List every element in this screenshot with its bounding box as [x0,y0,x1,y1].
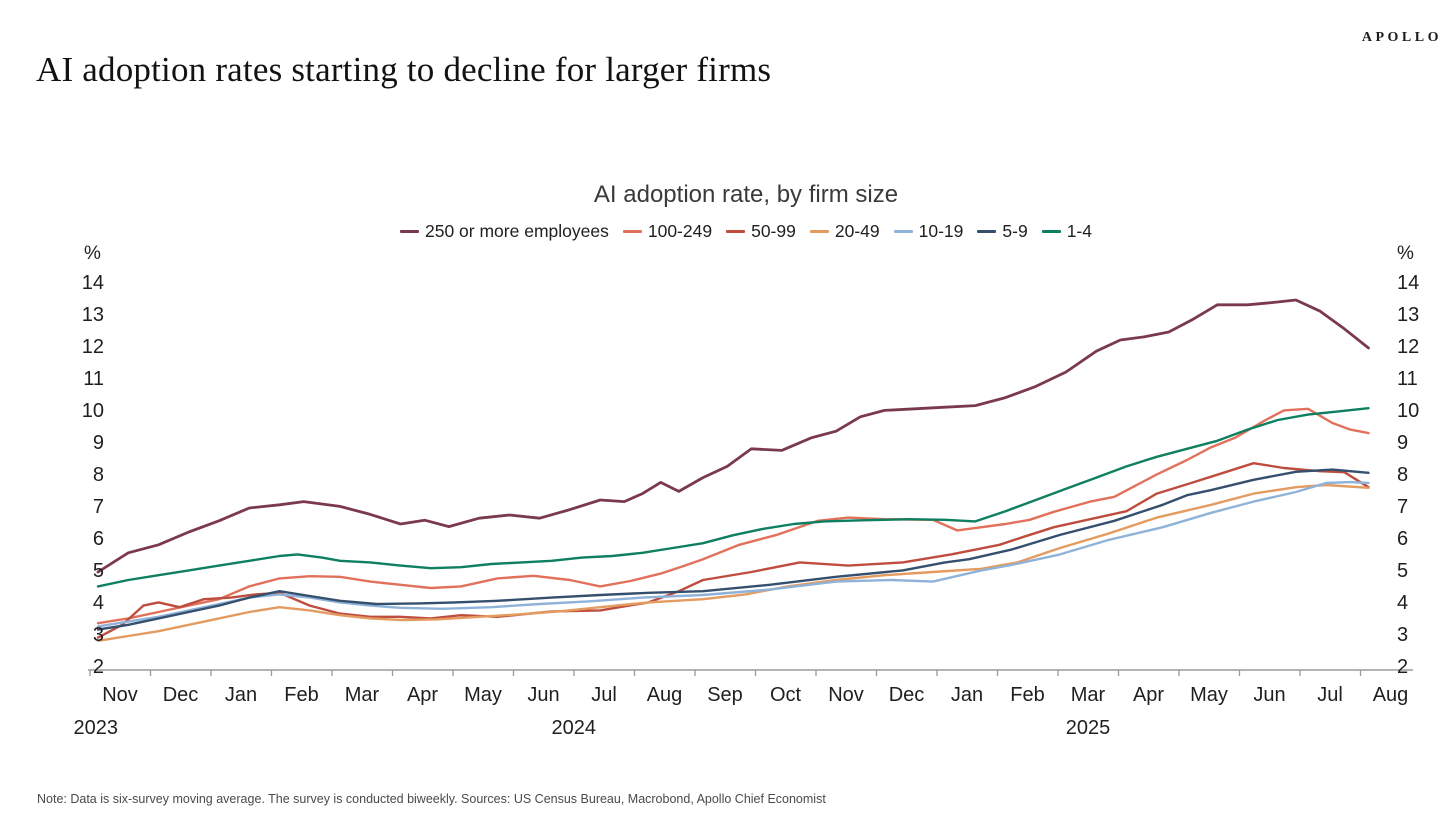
source-note: Note: Data is six-survey moving average.… [37,792,826,806]
y-axis-label-right: 14 [1397,272,1420,294]
legend-item: 5-9 [977,221,1028,242]
x-axis-month-label: Sep [707,684,743,706]
y-axis-label-left: 14 [81,272,104,294]
x-axis-month-label: Apr [1132,684,1165,706]
legend-label: 50-99 [751,221,796,241]
x-axis-month-label: Oct [769,684,802,706]
legend-swatch-icon [809,230,829,233]
y-axis-label-left: 9 [92,432,104,454]
x-axis-month-label: Mar [344,684,380,706]
y-axis-label-left: 8 [92,464,104,486]
y-axis-label-right: 13 [1397,304,1420,326]
y-axis-label-left: 11 [83,368,104,390]
legend-item: 20-49 [809,221,880,242]
x-axis-month-label: Jun [1253,684,1286,706]
y-axis-label-right: 11 [1397,368,1418,390]
legend-label: 10-19 [918,221,964,241]
y-axis-label-left: 6 [92,528,104,550]
x-axis-month-label: Feb [1010,684,1045,706]
x-axis-month-label: Apr [406,684,439,706]
y-axis-label-left: 13 [81,304,104,326]
y-axis-label-left: 5 [92,560,104,582]
y-axis-label-right: 6 [1397,528,1409,550]
x-axis-year-label: 2024 [551,717,597,739]
series-line-100-249 [96,407,1370,625]
legend-label: 100-249 [647,221,713,241]
legend-item: 10-19 [893,221,964,242]
series-line-5-9 [96,468,1370,631]
x-axis-month-label: Jan [224,684,258,706]
x-axis-year-label: 2023 [73,717,119,739]
y-axis-label-left: 4 [92,592,104,614]
y-axis-label-left: 12 [81,336,104,358]
x-axis-month-label: Feb [284,684,319,706]
y-axis-label-left: 7 [92,496,104,518]
apollo-logo: APOLLO [1361,30,1442,45]
x-axis-month-label: Nov [102,684,138,706]
chart-legend: 250 or more employees 100-249 50-99 20-49 10… [0,217,1456,242]
legend-label: 20-49 [834,221,880,241]
x-axis-month-label: May [464,684,502,706]
series-line-1-4 [96,407,1370,588]
x-axis-month-label: Jan [950,684,984,706]
x-axis-month-label: Jul [1317,684,1343,706]
x-axis-year-label: 2025 [1065,717,1111,739]
x-axis-month-label: Dec [888,684,925,706]
y-axis-unit-left: % [84,243,101,264]
y-axis-label-left: 10 [81,400,104,422]
series-line-250 or more employees [96,298,1370,574]
y-axis-label-right: 8 [1397,464,1409,486]
legend-item: 50-99 [726,221,796,242]
x-axis-month-label: Mar [1070,684,1106,706]
y-axis-label-right: 7 [1397,496,1409,518]
legend-swatch-icon [622,230,642,233]
x-axis-month-label: Jun [527,684,560,706]
x-axis-month-label: Nov [828,684,864,706]
y-axis-label-right: 2 [1397,656,1409,678]
legend-item: 100-249 [622,221,713,242]
y-axis-label-right: 5 [1397,560,1409,582]
chart-title: AI adoption rate, by firm size [593,181,899,208]
page-title: AI adoption rates starting to decline fo… [36,50,772,89]
legend-label: 250 or more employees [425,221,609,241]
legend-item: 250 or more employees [400,221,609,242]
y-axis-label-left: 3 [92,624,104,646]
series-line-50-99 [96,462,1370,639]
legend-swatch-icon [726,230,746,233]
y-axis-label-right: 9 [1397,432,1409,454]
y-axis-label-left: 2 [92,656,104,678]
legend-swatch-icon [977,230,997,233]
x-axis-month-label: May [1190,684,1228,706]
y-axis-label-right: 12 [1397,336,1420,358]
legend-swatch-icon [400,230,419,233]
legend-item: 1-4 [1041,221,1092,242]
legend-swatch-icon [893,230,913,233]
series-line-20-49 [96,483,1370,642]
legend-label: 5-9 [1002,221,1028,241]
x-axis-month-label: Dec [162,684,199,706]
x-axis-month-label: Jul [591,684,617,706]
x-axis-month-label: Aug [646,684,683,706]
y-axis-label-right: 4 [1397,592,1409,614]
legend-swatch-icon [1041,230,1061,233]
y-axis-label-right: 3 [1397,624,1409,646]
x-axis-month-label: Aug [1372,684,1409,706]
y-axis-unit-right: % [1397,243,1414,264]
y-axis-label-right: 10 [1397,400,1420,422]
legend-label: 1-4 [1066,221,1092,241]
